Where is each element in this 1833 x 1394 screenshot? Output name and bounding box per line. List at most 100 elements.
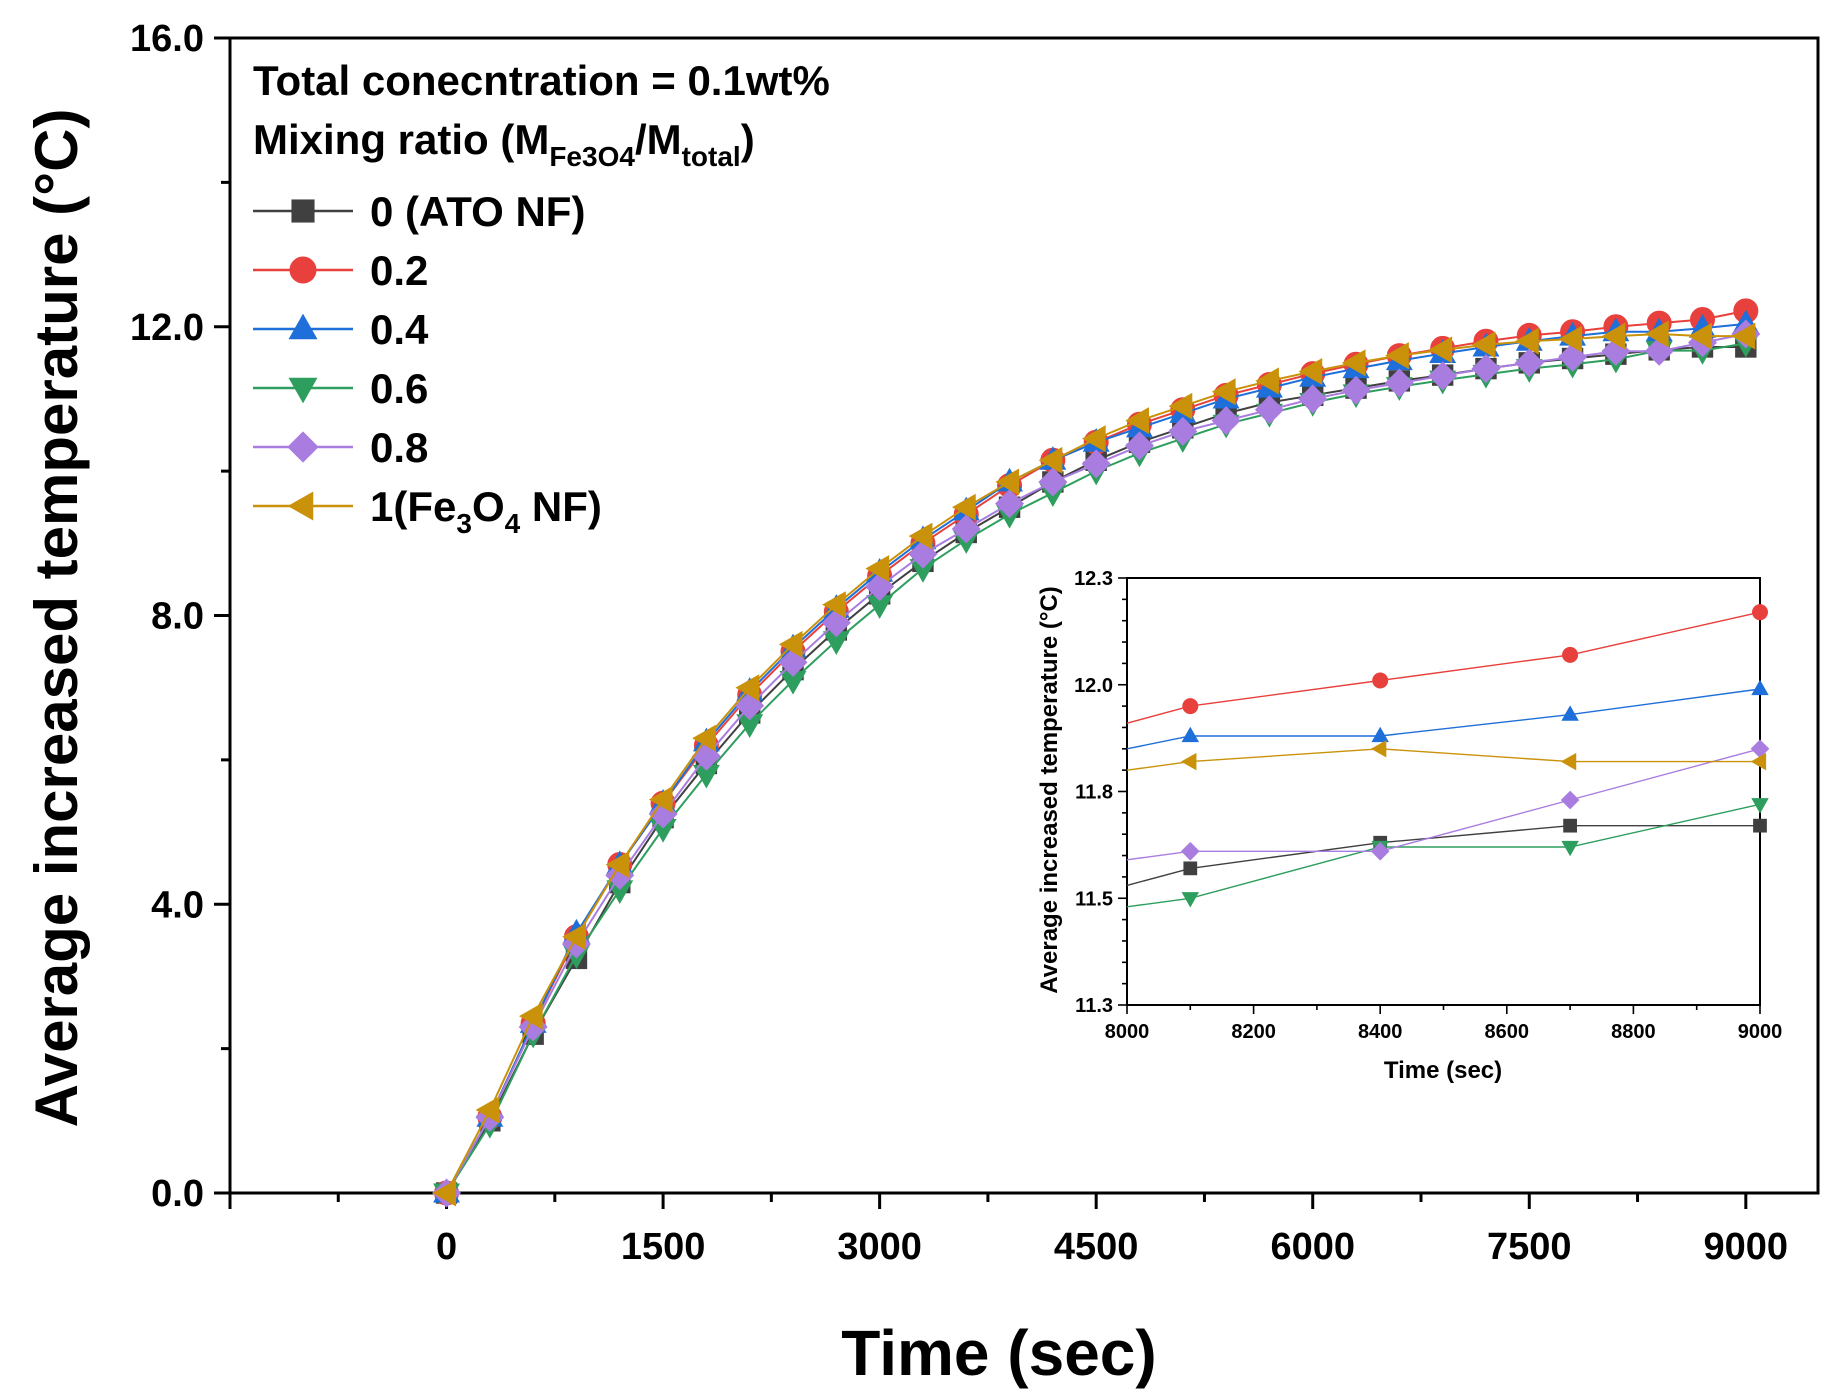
inset-data-point (1372, 672, 1389, 689)
data-point (1298, 384, 1328, 414)
data-point (1558, 342, 1588, 372)
y-tick-label: 16.0 (130, 18, 204, 60)
inset-frame (1126, 577, 1761, 1006)
data-point (908, 522, 933, 550)
legend-label: 0 (ATO NF) (370, 188, 585, 235)
inset-data-point (1181, 726, 1200, 743)
data-point (1298, 358, 1323, 385)
data-point (778, 630, 803, 658)
data-point (1211, 378, 1236, 406)
inset-series-0-4 (1126, 679, 1769, 750)
legend-entry-0-6: 0.6 (253, 365, 428, 412)
data-point (1211, 406, 1241, 436)
inset-y-tick-label: 12.3 (1074, 568, 1113, 590)
data-point (1514, 348, 1544, 378)
inset-plot: 8000 8200 8400 8600 8800 9000 11.3 11.5 11.8 12.0… (1036, 568, 1782, 1084)
legend-title-sub1: Fe3O4 (549, 141, 635, 172)
data-point (1471, 331, 1496, 359)
legend-entry-0-ato-nf: 0 (ATO NF) (253, 188, 585, 235)
data-point (1341, 349, 1366, 377)
concentration-annotation: Total conecntration = 0.1wt% (253, 57, 830, 104)
data-point (1081, 425, 1106, 453)
data-point (865, 572, 895, 602)
legend-title-suffix: ) (741, 116, 755, 163)
inset-data-point (1563, 818, 1577, 833)
inset-data-point (1560, 752, 1577, 771)
legend-entry-0-2: 0.2 (253, 247, 428, 294)
series-1-fe3o4-nf (432, 320, 1756, 1207)
data-point (1125, 407, 1149, 435)
data-point (1168, 416, 1198, 446)
legend-marker (287, 431, 319, 463)
y-tick-label: 0.0 (151, 1173, 204, 1215)
x-tick-label: 0 (436, 1226, 457, 1268)
y-tick-label: 12.0 (130, 307, 204, 349)
legend-title-prefix: Mixing ratio (M (253, 116, 549, 163)
legend-marker (291, 199, 315, 223)
data-point (908, 539, 938, 569)
legend-title: Mixing ratio (MFe3O4/Mtotal) (253, 116, 755, 172)
data-point (821, 608, 851, 638)
legend: Total conecntration = 0.1wt% Mixing ratio… (253, 57, 830, 539)
data-point (822, 591, 846, 619)
y-tick-label: 4.0 (151, 884, 204, 926)
y-axis-title: Average increased temperature (°C) (23, 109, 90, 1128)
inset-data-point (1560, 790, 1580, 810)
inset-y-tick-label: 12.0 (1074, 675, 1113, 697)
legend-label: 0.8 (370, 424, 428, 471)
legend-entry-0-8: 0.8 (253, 424, 428, 471)
legend-label-mid: O (472, 483, 505, 530)
legend-title-mid: /M (635, 116, 682, 163)
legend-label: 0.4 (370, 306, 429, 353)
data-point (692, 724, 716, 752)
data-point (1341, 375, 1371, 405)
data-point (995, 468, 1020, 496)
inset-y-tick-label: 11.5 (1075, 888, 1113, 910)
data-point (562, 923, 586, 951)
inset-data-point (1371, 726, 1389, 743)
inset-y-axis-title: Average increased temperature (°C) (1036, 586, 1063, 994)
inset-y-tick-label: 11.3 (1075, 995, 1113, 1017)
data-point (995, 489, 1025, 519)
inset-series-0-2 (1126, 604, 1768, 724)
data-point (1428, 361, 1458, 391)
x-tick-label: 6000 (1270, 1226, 1355, 1268)
inset-series-1-fe3o4-nf (1126, 740, 1767, 771)
legend-label: 0.2 (370, 247, 428, 294)
data-point (1385, 342, 1409, 370)
data-point (518, 1002, 543, 1030)
x-tick-label: 9000 (1704, 1226, 1789, 1268)
inset-data-point (1370, 740, 1387, 758)
data-point (1254, 395, 1284, 425)
data-point (951, 514, 981, 544)
inset-x-tick-label: 8800 (1611, 1021, 1656, 1043)
legend-marker (287, 491, 314, 521)
inset-y-tick-label: 11.8 (1075, 782, 1113, 804)
legend-label: 1(Fe3O4 NF) (370, 483, 602, 539)
data-point (432, 1179, 457, 1207)
legend-title-sub2: total (682, 141, 741, 172)
inset-data-point (1370, 841, 1390, 861)
inset-data-point (1750, 752, 1767, 771)
x-tick-label: 1500 (621, 1226, 706, 1268)
data-point (735, 674, 760, 702)
inset-data-point (1751, 798, 1769, 814)
inset-x-tick-label: 8400 (1358, 1021, 1403, 1043)
legend-entry-1-fe3o4-nf: 1(Fe3O4 NF) (253, 483, 602, 539)
legend-marker (289, 256, 317, 284)
inset-x-axis-title: Time (sec) (1384, 1057, 1502, 1084)
legend-label-sub1: 3 (456, 508, 472, 539)
legend-entry-0-4: 0.4 (253, 306, 429, 353)
data-point (1515, 327, 1539, 355)
x-tick-label: 7500 (1487, 1226, 1572, 1268)
inset-data-point (1181, 752, 1197, 771)
data-point (1038, 446, 1063, 474)
inset-data-point (1752, 604, 1768, 621)
data-point (1124, 431, 1154, 461)
inset-x-tick-label: 8200 (1231, 1021, 1276, 1043)
data-point (648, 786, 673, 814)
inset-data-point (1181, 892, 1200, 908)
x-tick-label: 4500 (1054, 1226, 1139, 1268)
data-point (865, 555, 890, 583)
legend-label-suffix: NF) (520, 483, 602, 530)
